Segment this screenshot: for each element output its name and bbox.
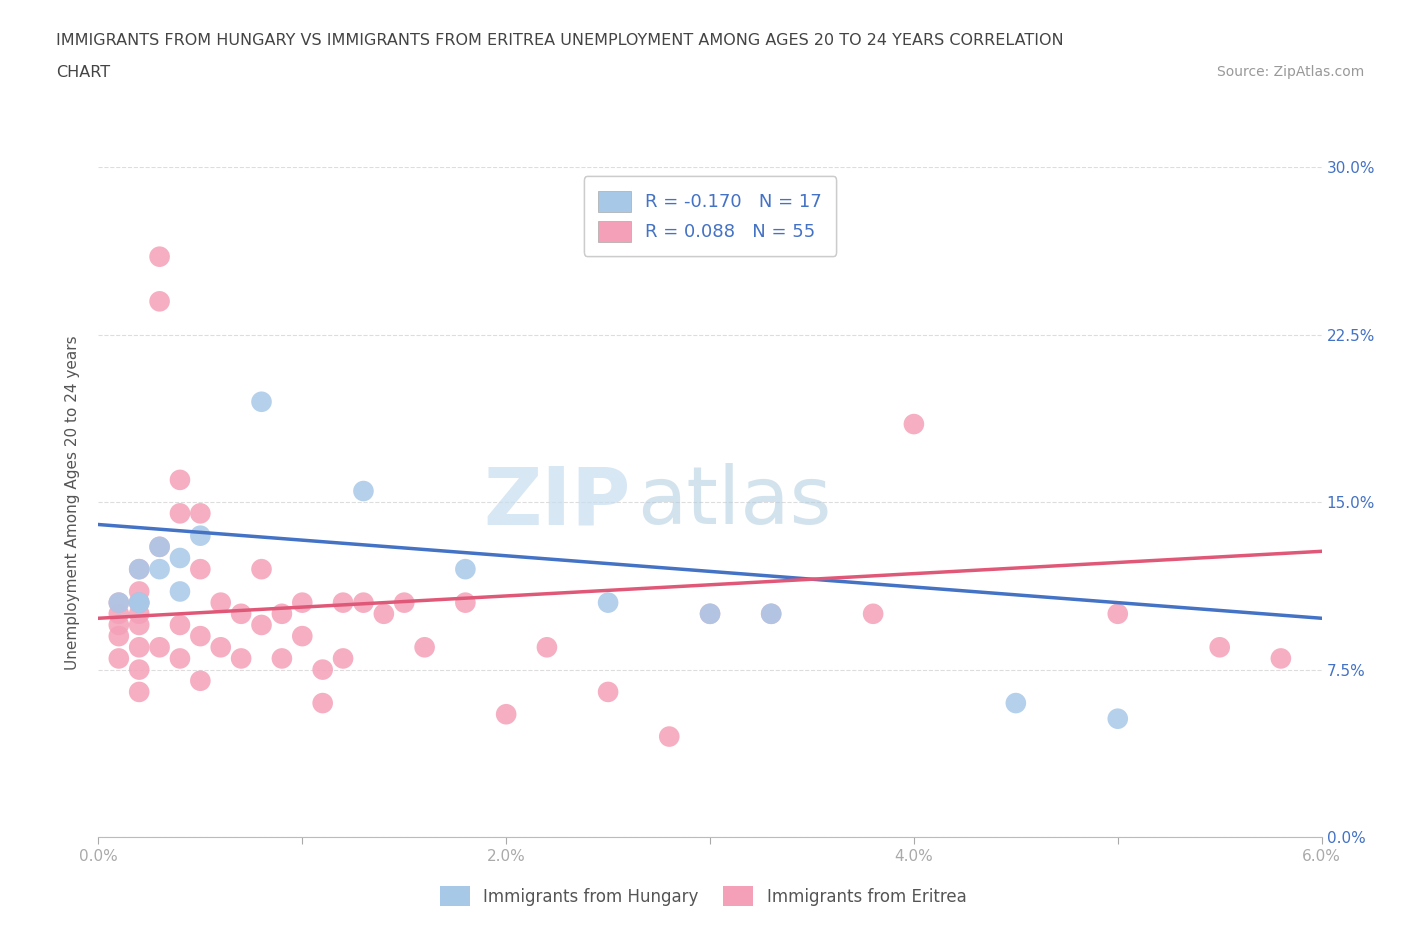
Point	[332, 651, 354, 666]
Point	[128, 606, 150, 621]
Point	[149, 640, 172, 655]
Point	[1270, 651, 1292, 666]
Point	[250, 562, 273, 577]
Point	[250, 394, 273, 409]
Point	[188, 629, 212, 644]
Point	[169, 472, 191, 487]
Point	[128, 684, 150, 699]
Point	[128, 595, 150, 610]
Point	[699, 606, 721, 621]
Point	[291, 595, 314, 610]
Point	[209, 595, 232, 610]
Point	[128, 595, 150, 610]
Point	[761, 606, 783, 621]
Point	[169, 618, 191, 632]
Point	[1208, 640, 1232, 655]
Point	[128, 562, 150, 577]
Point	[128, 584, 150, 599]
Y-axis label: Unemployment Among Ages 20 to 24 years: Unemployment Among Ages 20 to 24 years	[65, 335, 80, 670]
Point	[128, 618, 150, 632]
Point	[1107, 606, 1129, 621]
Point	[149, 249, 172, 264]
Point	[1004, 696, 1026, 711]
Point	[128, 595, 150, 610]
Point	[862, 606, 884, 621]
Legend: R = -0.170   N = 17, R = 0.088   N = 55: R = -0.170 N = 17, R = 0.088 N = 55	[583, 177, 837, 256]
Text: CHART: CHART	[56, 65, 110, 80]
Point	[352, 484, 374, 498]
Point	[250, 618, 273, 632]
Point	[231, 651, 253, 666]
Point	[352, 595, 374, 610]
Point	[149, 539, 172, 554]
Point	[332, 595, 354, 610]
Point	[169, 651, 191, 666]
Text: ZIP: ZIP	[484, 463, 630, 541]
Point	[1107, 711, 1129, 726]
Point	[536, 640, 558, 655]
Point	[291, 629, 314, 644]
Point	[454, 595, 477, 610]
Text: atlas: atlas	[637, 463, 831, 541]
Point	[149, 294, 172, 309]
Point	[128, 562, 150, 577]
Point	[108, 595, 131, 610]
Point	[188, 506, 212, 521]
Point	[108, 651, 131, 666]
Point	[108, 629, 131, 644]
Point	[598, 595, 620, 610]
Point	[373, 606, 395, 621]
Point	[149, 539, 172, 554]
Point	[128, 662, 150, 677]
Point	[495, 707, 517, 722]
Point	[413, 640, 436, 655]
Point	[169, 506, 191, 521]
Point	[311, 662, 335, 677]
Text: Source: ZipAtlas.com: Source: ZipAtlas.com	[1216, 65, 1364, 79]
Point	[598, 684, 620, 699]
Legend: Immigrants from Hungary, Immigrants from Eritrea: Immigrants from Hungary, Immigrants from…	[433, 880, 973, 912]
Point	[270, 651, 292, 666]
Point	[699, 606, 721, 621]
Point	[311, 696, 335, 711]
Point	[149, 562, 172, 577]
Point	[903, 417, 925, 432]
Point	[209, 640, 232, 655]
Text: IMMIGRANTS FROM HUNGARY VS IMMIGRANTS FROM ERITREA UNEMPLOYMENT AMONG AGES 20 TO: IMMIGRANTS FROM HUNGARY VS IMMIGRANTS FR…	[56, 33, 1064, 47]
Point	[392, 595, 416, 610]
Point	[169, 584, 191, 599]
Point	[108, 618, 131, 632]
Point	[169, 551, 191, 565]
Point	[658, 729, 681, 744]
Point	[231, 606, 253, 621]
Point	[128, 640, 150, 655]
Point	[188, 562, 212, 577]
Point	[188, 673, 212, 688]
Point	[108, 606, 131, 621]
Point	[108, 595, 131, 610]
Point	[188, 528, 212, 543]
Point	[761, 606, 783, 621]
Point	[270, 606, 292, 621]
Point	[454, 562, 477, 577]
